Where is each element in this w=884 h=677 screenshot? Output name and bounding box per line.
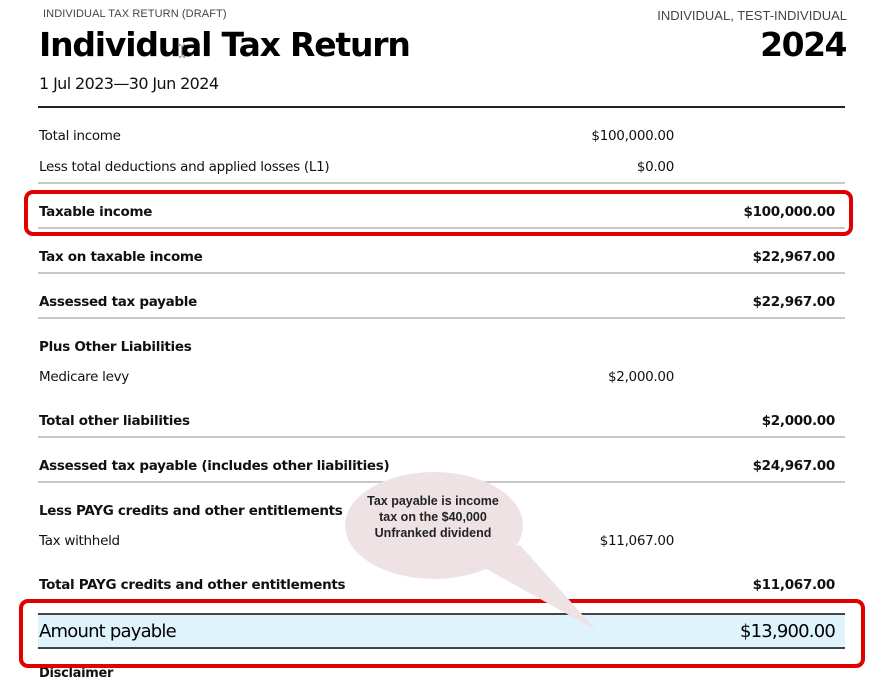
row-amount: $22,967.00 xyxy=(752,249,836,265)
row-label: Tax withheld xyxy=(39,533,120,549)
row-amount: $11,067.00 xyxy=(599,533,675,549)
row-amount: $11,067.00 xyxy=(752,577,836,593)
row-amount: $22,967.00 xyxy=(752,294,836,310)
separator xyxy=(38,317,845,319)
row-label: Amount payable xyxy=(39,621,177,642)
text-cursor-icon xyxy=(179,44,185,58)
taxpayer-name: INDIVIDUAL, TEST-INDIVIDUAL xyxy=(657,8,847,23)
section-heading: Less PAYG credits and other entitlements xyxy=(39,503,343,519)
separator xyxy=(38,227,845,229)
highlight-taxable-income xyxy=(24,190,853,236)
row-amount: $24,967.00 xyxy=(752,458,836,474)
row-amount: $2,000.00 xyxy=(607,369,674,385)
row-label: Total income xyxy=(39,128,121,144)
disclaimer-heading: Disclaimer xyxy=(39,666,114,677)
section-heading: Plus Other Liabilities xyxy=(39,339,192,355)
separator xyxy=(38,272,845,274)
separator xyxy=(38,436,845,438)
page-title: Individual Tax Return xyxy=(39,25,411,64)
document-status-label: INDIVIDUAL TAX RETURN (DRAFT) xyxy=(43,8,227,20)
row-label: Assessed tax payable (includes other lia… xyxy=(39,458,390,474)
row-label: Tax on taxable income xyxy=(39,249,203,265)
row-label: Less total deductions and applied losses… xyxy=(39,159,330,175)
callout-text: Tax payable is income tax on the $40,000… xyxy=(367,494,499,540)
highlight-amount-payable xyxy=(19,599,865,668)
row-label: Medicare levy xyxy=(39,369,129,385)
row-amount: $100,000.00 xyxy=(743,204,836,220)
row-label: Total other liabilities xyxy=(39,413,190,429)
tax-year: 2024 xyxy=(760,25,847,64)
callout-bubble xyxy=(345,472,523,579)
row-label: Total PAYG credits and other entitlement… xyxy=(39,577,346,593)
row-amount: $100,000.00 xyxy=(591,128,674,144)
tax-period: 1 Jul 2023—30 Jun 2024 xyxy=(39,74,219,93)
row-amount: $13,900.00 xyxy=(739,621,836,642)
row-amount: $0.00 xyxy=(636,159,674,175)
row-amount-payable: Amount payable $13,900.00 xyxy=(38,613,845,649)
row-label: Taxable income xyxy=(39,204,153,220)
row-label: Assessed tax payable xyxy=(39,294,197,310)
row-amount: $2,000.00 xyxy=(761,413,836,429)
separator xyxy=(38,182,845,184)
header-divider xyxy=(38,106,845,108)
